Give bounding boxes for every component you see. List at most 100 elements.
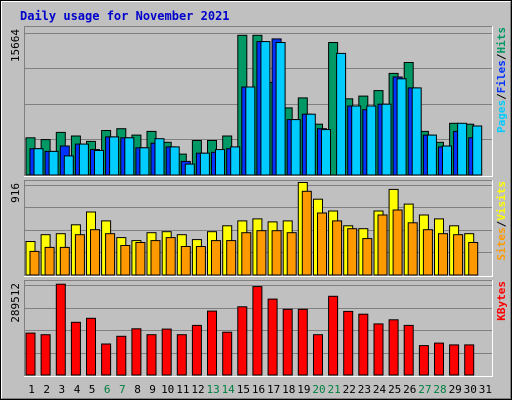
x-tick-label: 20 [312,383,325,396]
bar-kbytes-day-3 [55,283,66,376]
bar-pages-day-1 [33,148,44,176]
panel-legend: Pages/Files/Hits [495,27,508,133]
bar-pages-day-24 [381,103,392,176]
bar-sites-day-20 [317,212,327,276]
bar-kbytes-day-9 [146,334,157,376]
bar-kbytes-day-4 [70,321,81,376]
legend-separator: / [495,93,508,100]
bar-kbytes-day-21 [328,295,339,376]
legend-entry-hits: Hits [495,27,508,54]
x-tick-label: 13 [206,383,219,396]
bar-pages-day-17 [275,42,286,176]
bar-pages-day-8 [139,147,150,176]
panel-legend: Sites/Visits [495,181,508,261]
series-pages [33,41,483,176]
series-kbytes [25,283,475,376]
bar-kbytes-day-18 [282,308,293,376]
bar-pages-day-13 [215,149,225,176]
bar-kbytes-day-1 [25,332,36,376]
bar-kbytes-day-2 [40,334,51,376]
bar-kbytes-day-23 [358,313,369,376]
legend-entry-files: Files [495,60,508,93]
bar-pages-day-19 [305,113,316,176]
bar-pages-day-21 [336,52,347,176]
bar-pages-day-9 [154,138,165,176]
panel-legend: KBytes [495,281,508,321]
bar-sites-day-29 [453,234,464,276]
bar-kbytes-day-20 [313,334,323,376]
bar-kbytes-day-19 [297,308,308,376]
bar-sites-day-9 [150,240,161,276]
bar-kbytes-day-10 [161,328,172,376]
bar-pages-day-25 [396,78,407,176]
series-sites [29,190,479,276]
chart-title: Daily usage for November 2021 [20,9,230,23]
bar-sites-day-11 [180,246,191,276]
bar-sites-day-4 [74,234,85,276]
bar-sites-day-12 [195,246,206,276]
x-tick-label: 12 [191,383,204,396]
x-tick-label: 25 [388,383,401,396]
x-tick-label: 1 [28,383,35,396]
bar-kbytes-day-8 [131,328,142,376]
x-axis-tick-labels: 1 2 3 4 5 6 7 8 9 10 11 12 13 14 15 16 17 18 19 20 21 22 23 24 2… [28,383,492,396]
bar-sites-day-2 [44,246,55,276]
bar-kbytes-day-7 [116,335,127,376]
bar-kbytes-day-26 [403,324,414,376]
bar-kbytes-day-5 [86,317,96,376]
x-tick-label: 11 [176,383,189,396]
bar-kbytes-day-16 [252,286,263,376]
bar-pages-day-2 [48,150,59,176]
bar-sites-day-22 [347,228,358,276]
bar-pages-day-5 [94,150,104,176]
bar-pages-day-22 [351,105,362,176]
legend-separator: / [495,53,508,60]
bar-sites-day-3 [59,246,70,276]
x-tick-label: 3 [58,383,65,396]
bar-pages-day-18 [290,119,301,176]
bar-pages-day-4 [78,143,89,176]
x-tick-label: 10 [161,383,174,396]
legend-entry-visits: Visits [495,181,508,221]
x-tick-label: 9 [149,383,156,396]
bar-pages-day-20 [321,129,331,176]
legend-entry-sites: Sites [495,227,508,260]
bar-kbytes-day-30 [464,344,475,376]
legend-entry-kbytes: KBytes [495,281,508,321]
bar-sites-day-27 [422,229,433,276]
x-tick-label: 23 [358,383,371,396]
bar-pages-day-27 [426,134,437,176]
bar-sites-day-1 [29,250,40,276]
panel-visits_sites: 916 Sites/Visits [9,180,508,277]
bar-pages-day-15 [245,86,256,176]
bar-pages-day-14 [230,146,241,176]
panel-kbytes: 289512 KBytes [9,280,508,377]
bar-sites-day-21 [332,220,343,276]
x-tick-label: 28 [433,383,446,396]
x-tick-label: 2 [43,383,50,396]
bar-pages-day-29 [457,122,468,176]
chart-panels: 15664Pages/Files/Hits916Sites/Visits2895… [9,26,508,377]
bar-sites-day-5 [90,229,100,276]
x-tick-label: 30 [464,383,477,396]
bar-pages-day-11 [184,163,195,176]
bar-sites-day-23 [362,238,373,276]
x-tick-label: 5 [89,383,96,396]
bar-sites-day-8 [135,242,146,276]
x-tick-label: 21 [327,383,340,396]
bar-sites-day-18 [286,232,297,276]
bar-pages-day-28 [442,145,452,176]
bar-sites-day-14 [226,240,237,276]
bar-kbytes-day-15 [237,306,248,376]
x-tick-label: 29 [449,383,462,396]
bar-kbytes-day-22 [343,310,354,376]
x-tick-label: 22 [343,383,356,396]
bar-sites-day-25 [392,209,403,276]
bar-sites-day-16 [256,230,267,276]
bar-pages-day-10 [169,146,180,176]
bar-pages-day-7 [124,137,135,176]
bar-kbytes-day-28 [434,342,444,376]
